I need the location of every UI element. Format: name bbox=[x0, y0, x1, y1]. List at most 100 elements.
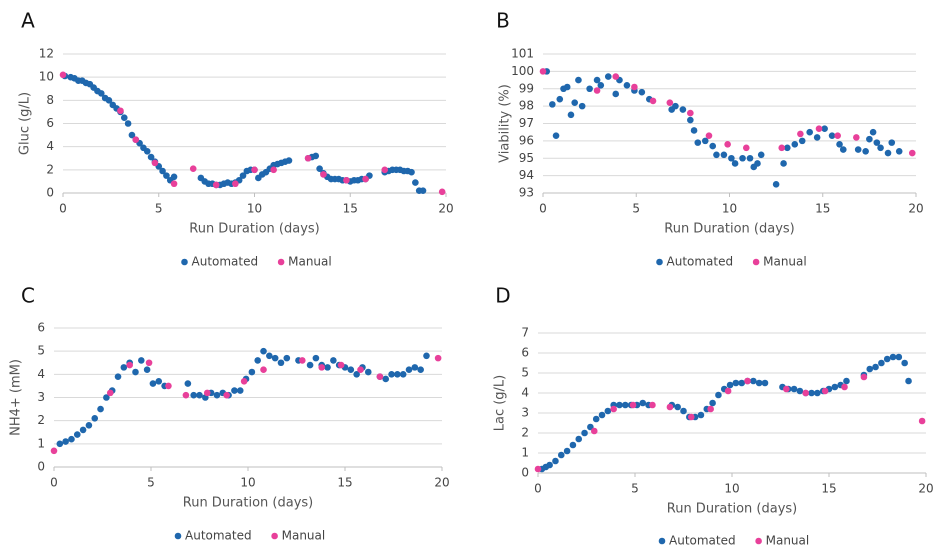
data-point bbox=[196, 391, 203, 399]
data-point bbox=[666, 403, 674, 411]
data-point bbox=[918, 417, 926, 425]
x-tick-label: 15 bbox=[343, 202, 358, 216]
data-point bbox=[884, 149, 892, 157]
data-point bbox=[571, 99, 579, 106]
x-tick-label: 0 bbox=[59, 202, 67, 216]
data-point bbox=[552, 132, 560, 139]
data-point bbox=[62, 438, 69, 445]
data-point bbox=[796, 387, 804, 395]
data-point bbox=[143, 366, 151, 374]
data-point bbox=[623, 81, 631, 89]
data-point bbox=[808, 389, 815, 397]
x-tick-label: 0 bbox=[539, 202, 547, 216]
data-point bbox=[151, 159, 159, 167]
data-point bbox=[248, 368, 256, 376]
data-point bbox=[114, 373, 122, 380]
x-tick-label: 0 bbox=[50, 476, 58, 490]
data-point bbox=[232, 180, 239, 188]
data-point bbox=[132, 368, 139, 376]
data-point bbox=[744, 377, 751, 385]
data-point bbox=[629, 401, 637, 409]
data-point bbox=[312, 152, 320, 160]
data-point bbox=[697, 411, 705, 419]
data-point bbox=[821, 125, 828, 133]
data-point bbox=[68, 435, 75, 443]
data-point bbox=[124, 120, 132, 127]
y-tick-label: 1 bbox=[521, 446, 529, 460]
legend-marker bbox=[752, 258, 760, 266]
data-point bbox=[569, 441, 577, 449]
data-point bbox=[563, 83, 571, 91]
y-tick-label: 8 bbox=[46, 93, 54, 107]
data-point bbox=[597, 81, 605, 89]
data-point bbox=[97, 405, 104, 413]
data-point bbox=[638, 88, 646, 96]
data-point bbox=[567, 111, 575, 119]
data-point bbox=[754, 160, 761, 167]
data-point bbox=[145, 359, 153, 367]
data-point bbox=[724, 387, 732, 395]
data-point bbox=[862, 148, 869, 155]
data-point bbox=[563, 447, 571, 455]
chart-panel: C 0 1 2 3 4 5 6 0 5 10 15 20 Run Duration (days) NH4+ … bbox=[9, 284, 450, 543]
data-point bbox=[895, 353, 903, 361]
y-axis-title: Lac (g/L) bbox=[493, 375, 508, 432]
data-point bbox=[746, 154, 754, 162]
data-point bbox=[839, 146, 847, 153]
data-point bbox=[866, 365, 874, 373]
data-point bbox=[557, 451, 565, 459]
y-tick-label: 97 bbox=[519, 116, 534, 130]
legend: Automated Manual bbox=[656, 255, 807, 269]
data-point bbox=[266, 352, 273, 360]
data-point bbox=[883, 355, 891, 363]
data-point bbox=[905, 377, 912, 385]
x-axis-title: Run Duration (days) bbox=[183, 496, 313, 511]
data-point bbox=[836, 141, 843, 148]
data-point bbox=[126, 361, 133, 369]
data-point bbox=[170, 173, 178, 181]
data-point bbox=[694, 139, 702, 146]
data-point bbox=[674, 403, 681, 411]
y-tick-label: 6 bbox=[521, 346, 529, 360]
data-point bbox=[353, 371, 360, 378]
data-point bbox=[362, 175, 369, 183]
legend-marker bbox=[755, 537, 762, 545]
y-tick-label: 5 bbox=[521, 366, 529, 380]
panel-label: B bbox=[496, 9, 510, 33]
data-point bbox=[742, 144, 750, 152]
data-point bbox=[254, 357, 261, 364]
legend-label: Manual bbox=[763, 255, 807, 269]
data-point bbox=[731, 160, 739, 167]
data-point bbox=[798, 137, 806, 145]
data-point bbox=[299, 357, 306, 364]
data-point bbox=[778, 144, 786, 152]
data-point bbox=[182, 391, 190, 399]
legend-label: Automated bbox=[192, 255, 259, 269]
x-tick-label: 0 bbox=[534, 482, 542, 496]
data-point bbox=[728, 154, 735, 162]
data-point bbox=[750, 377, 757, 385]
data-point bbox=[828, 132, 836, 139]
y-tick-label: 0 bbox=[521, 466, 529, 480]
data-point bbox=[138, 357, 145, 364]
data-point bbox=[720, 151, 728, 159]
data-point bbox=[854, 146, 862, 153]
data-point bbox=[270, 166, 277, 174]
data-point bbox=[732, 379, 740, 387]
panel-label: D bbox=[495, 284, 510, 308]
data-point bbox=[260, 366, 267, 374]
x-tick-label: 20 bbox=[434, 476, 449, 490]
data-point bbox=[761, 379, 769, 387]
y-tick-label: 4 bbox=[37, 367, 45, 381]
data-point bbox=[592, 415, 600, 423]
data-point bbox=[705, 132, 713, 139]
data-point bbox=[815, 125, 823, 133]
data-point bbox=[649, 401, 656, 409]
data-point bbox=[117, 107, 124, 115]
data-point bbox=[860, 373, 868, 381]
data-point bbox=[687, 413, 695, 421]
data-point bbox=[251, 166, 258, 174]
data-point bbox=[586, 85, 593, 93]
data-point bbox=[147, 153, 155, 161]
data-point bbox=[549, 101, 556, 108]
